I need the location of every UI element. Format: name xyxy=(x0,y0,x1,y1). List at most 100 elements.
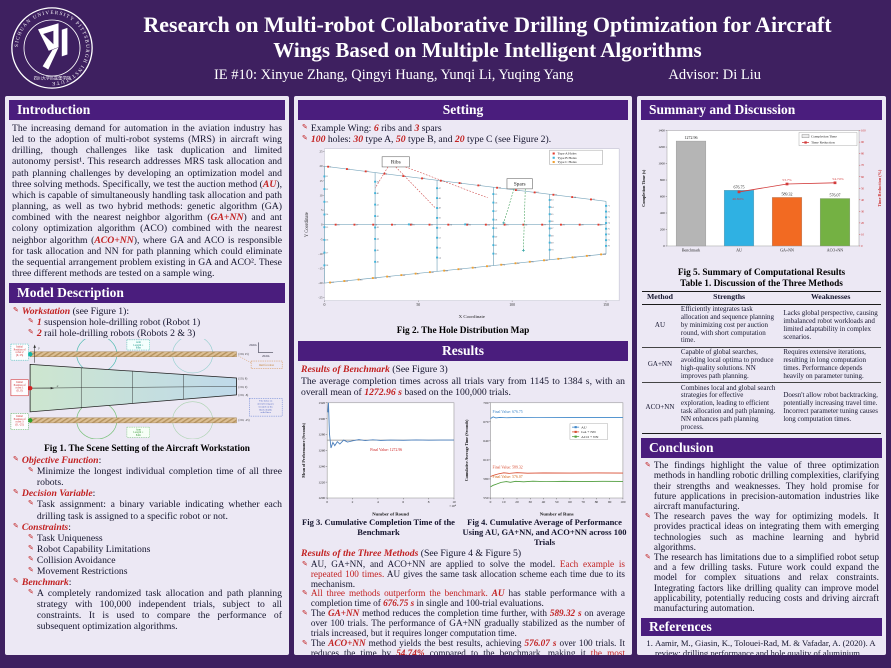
svg-text:Type A Holes: Type A Holes xyxy=(557,152,577,156)
svg-text:Length =: Length = xyxy=(133,431,143,434)
svg-text:400: 400 xyxy=(659,211,664,215)
svg-text:3: 3 xyxy=(367,170,369,173)
svg-text:85: 85 xyxy=(388,275,391,278)
svg-text:-20: -20 xyxy=(318,281,323,285)
robot2-position-dot xyxy=(27,352,33,357)
title-block: Research on Multi-robot Collaborative Dr… xyxy=(94,11,881,85)
svg-text:(150, -25): (150, -25) xyxy=(238,420,249,423)
svg-text:4: 4 xyxy=(377,500,379,504)
svg-text:(150, 8): (150, 8) xyxy=(238,378,247,381)
svg-text:53: 53 xyxy=(438,247,441,250)
svg-text:9: 9 xyxy=(480,184,482,187)
results-benchmark-paragraph: The average completion times across all … xyxy=(301,375,625,398)
svg-text:1200: 1200 xyxy=(658,145,665,149)
svg-text:28: 28 xyxy=(562,224,565,227)
svg-text:800: 800 xyxy=(659,178,664,182)
method-au: AU xyxy=(642,304,678,348)
scale-20dm: 20dm 20dm xyxy=(249,342,274,359)
robot3-initial-position-label: Initial Position of robot 3 (0, -25) xyxy=(10,413,29,431)
figure2-caption: Fig 2. The Hole Distribution Map xyxy=(396,326,530,337)
col-strengths: Strengths xyxy=(677,290,781,305)
aconn-weaknesses: Doesn't allow robot backtracking, potent… xyxy=(780,382,881,435)
svg-text:46.84%: 46.84% xyxy=(732,197,743,201)
svg-text:150: 150 xyxy=(603,303,609,307)
svg-text:ACO + NN: ACO + NN xyxy=(581,435,599,439)
svg-text:61: 61 xyxy=(495,244,498,247)
svg-text:6: 6 xyxy=(423,177,425,180)
svg-text:22: 22 xyxy=(450,224,453,227)
svg-text:1400: 1400 xyxy=(658,129,665,133)
svg-text:1000: 1000 xyxy=(658,162,665,166)
svg-text:700: 700 xyxy=(483,401,489,405)
svg-text:41: 41 xyxy=(376,203,379,206)
wing-shape xyxy=(29,364,237,413)
svg-text:(0, -25): (0, -25) xyxy=(16,424,24,427)
figure5-caption: Fig 5. Summary of Computational Results xyxy=(677,268,846,278)
svg-text:36: 36 xyxy=(326,239,329,242)
seal-bottom-text: 四川大学匹兹堡学院 xyxy=(34,74,71,80)
model-bullets: ✎ Workstation (see Figure 1): ✎ 1 suspensio… xyxy=(13,306,201,340)
svg-text:35: 35 xyxy=(326,226,329,229)
svg-text:Completion Time (s): Completion Time (s) xyxy=(640,169,645,207)
svg-text:Length =: Length = xyxy=(133,344,143,347)
svg-text:97: 97 xyxy=(560,258,563,261)
svg-text:10: 10 xyxy=(452,500,456,504)
svg-text:64: 64 xyxy=(551,206,554,209)
svg-text:Final Value: 589.32: Final Value: 589.32 xyxy=(492,466,522,470)
svg-text:37: 37 xyxy=(326,251,329,254)
setting-bullets: ✎ Example Wing: 6 ribs and 3 spars ✎ 100 ho… xyxy=(302,123,552,146)
svg-text:10: 10 xyxy=(319,194,323,198)
svg-text:54.74%: 54.74% xyxy=(832,177,843,181)
svg-text:0: 0 xyxy=(861,244,863,248)
svg-text:AU: AU xyxy=(581,425,587,429)
conclusion-bullets: ✎ The findings highlight the value of thr… xyxy=(645,461,879,615)
svg-text:56: 56 xyxy=(495,201,498,204)
aconn-strengths: Combines local and global search strateg… xyxy=(677,382,781,435)
poster-header: SICHUAN UNIVERSITY PITTSBURGH INSTITUTE … xyxy=(0,0,891,95)
rail-robot3 xyxy=(29,417,237,424)
svg-text:Ribs: Ribs xyxy=(391,160,401,166)
svg-text:93: 93 xyxy=(503,264,506,267)
svg-text:72: 72 xyxy=(607,210,610,213)
svg-text:X Coordinate: X Coordinate xyxy=(459,315,485,320)
svg-text:90: 90 xyxy=(607,500,611,504)
svg-text:5: 5 xyxy=(321,208,323,212)
svg-text:66: 66 xyxy=(551,220,554,223)
svg-text:40: 40 xyxy=(861,198,865,202)
svg-text:Cumulative Average Time (Secon: Cumulative Average Time (Seconds) xyxy=(463,419,468,481)
svg-text:44: 44 xyxy=(376,238,379,241)
svg-text:86: 86 xyxy=(403,274,406,277)
svg-text:1320: 1320 xyxy=(318,401,325,405)
svg-text:robot 2: robot 2 xyxy=(16,351,24,354)
svg-text:Final Value: 1272.96: Final Value: 1272.96 xyxy=(370,448,402,452)
svg-text:54: 54 xyxy=(438,256,441,259)
middle-column: Setting ✎ Example Wing: 6 ribs and 3 spar… xyxy=(294,96,632,655)
svg-text:20: 20 xyxy=(412,224,415,227)
svg-text:92: 92 xyxy=(488,265,491,268)
svg-text:Number of Round: Number of Round xyxy=(372,512,409,517)
figure4-methods-line-chart: 550 580 610 640 670 700 0 10 20 30 40 50 60 70 80 90 100… xyxy=(463,401,625,518)
svg-text:670: 670 xyxy=(483,420,489,424)
figure2-wrapper: -25 -20 -15 -10 -5 0 5 10 15 20 25 0 50 100 150 X Coord… xyxy=(294,145,632,326)
figure3-benchmark-line-chart: 1200 1220 1240 1260 1280 1300 1320 0 2 4 6 8 10 Numbe… xyxy=(300,401,457,517)
advisor-text: Advisor: Di Liu xyxy=(668,67,762,84)
svg-text:×10⁴: ×10⁴ xyxy=(449,504,457,508)
svg-text:99: 99 xyxy=(588,255,591,258)
svg-text:Arm: Arm xyxy=(136,429,141,432)
table-header-row: Method Strengths Weaknesses xyxy=(642,290,881,305)
table-row: ACO+NN Combines local and global search … xyxy=(642,382,881,435)
svg-text:ACO+NN: ACO+NN xyxy=(826,248,843,252)
svg-text:83: 83 xyxy=(360,278,363,281)
svg-text:Benchmark: Benchmark xyxy=(681,248,699,252)
svg-text:Type B Holes: Type B Holes xyxy=(557,156,577,160)
svg-text:51: 51 xyxy=(438,227,441,230)
results-three-methods-heading: Results of the Three Methods (See Figure… xyxy=(301,548,522,560)
svg-text:Position of: Position of xyxy=(14,418,26,421)
figures3-4-captions: Fig 3. Cumulative Completion Time of the… xyxy=(294,517,632,547)
introduction-paragraph: The increasing demand for automation in … xyxy=(12,123,282,280)
table-row: GA+NN Capable of global searches, avoidi… xyxy=(642,347,881,384)
svg-text:y: y xyxy=(37,347,40,351)
figure5-wrapper: 0 200 400 600 800 1000 1200 1400 0 10 20 30 40 50 60 70… xyxy=(637,123,886,268)
svg-text:676.75: 676.75 xyxy=(733,185,744,189)
